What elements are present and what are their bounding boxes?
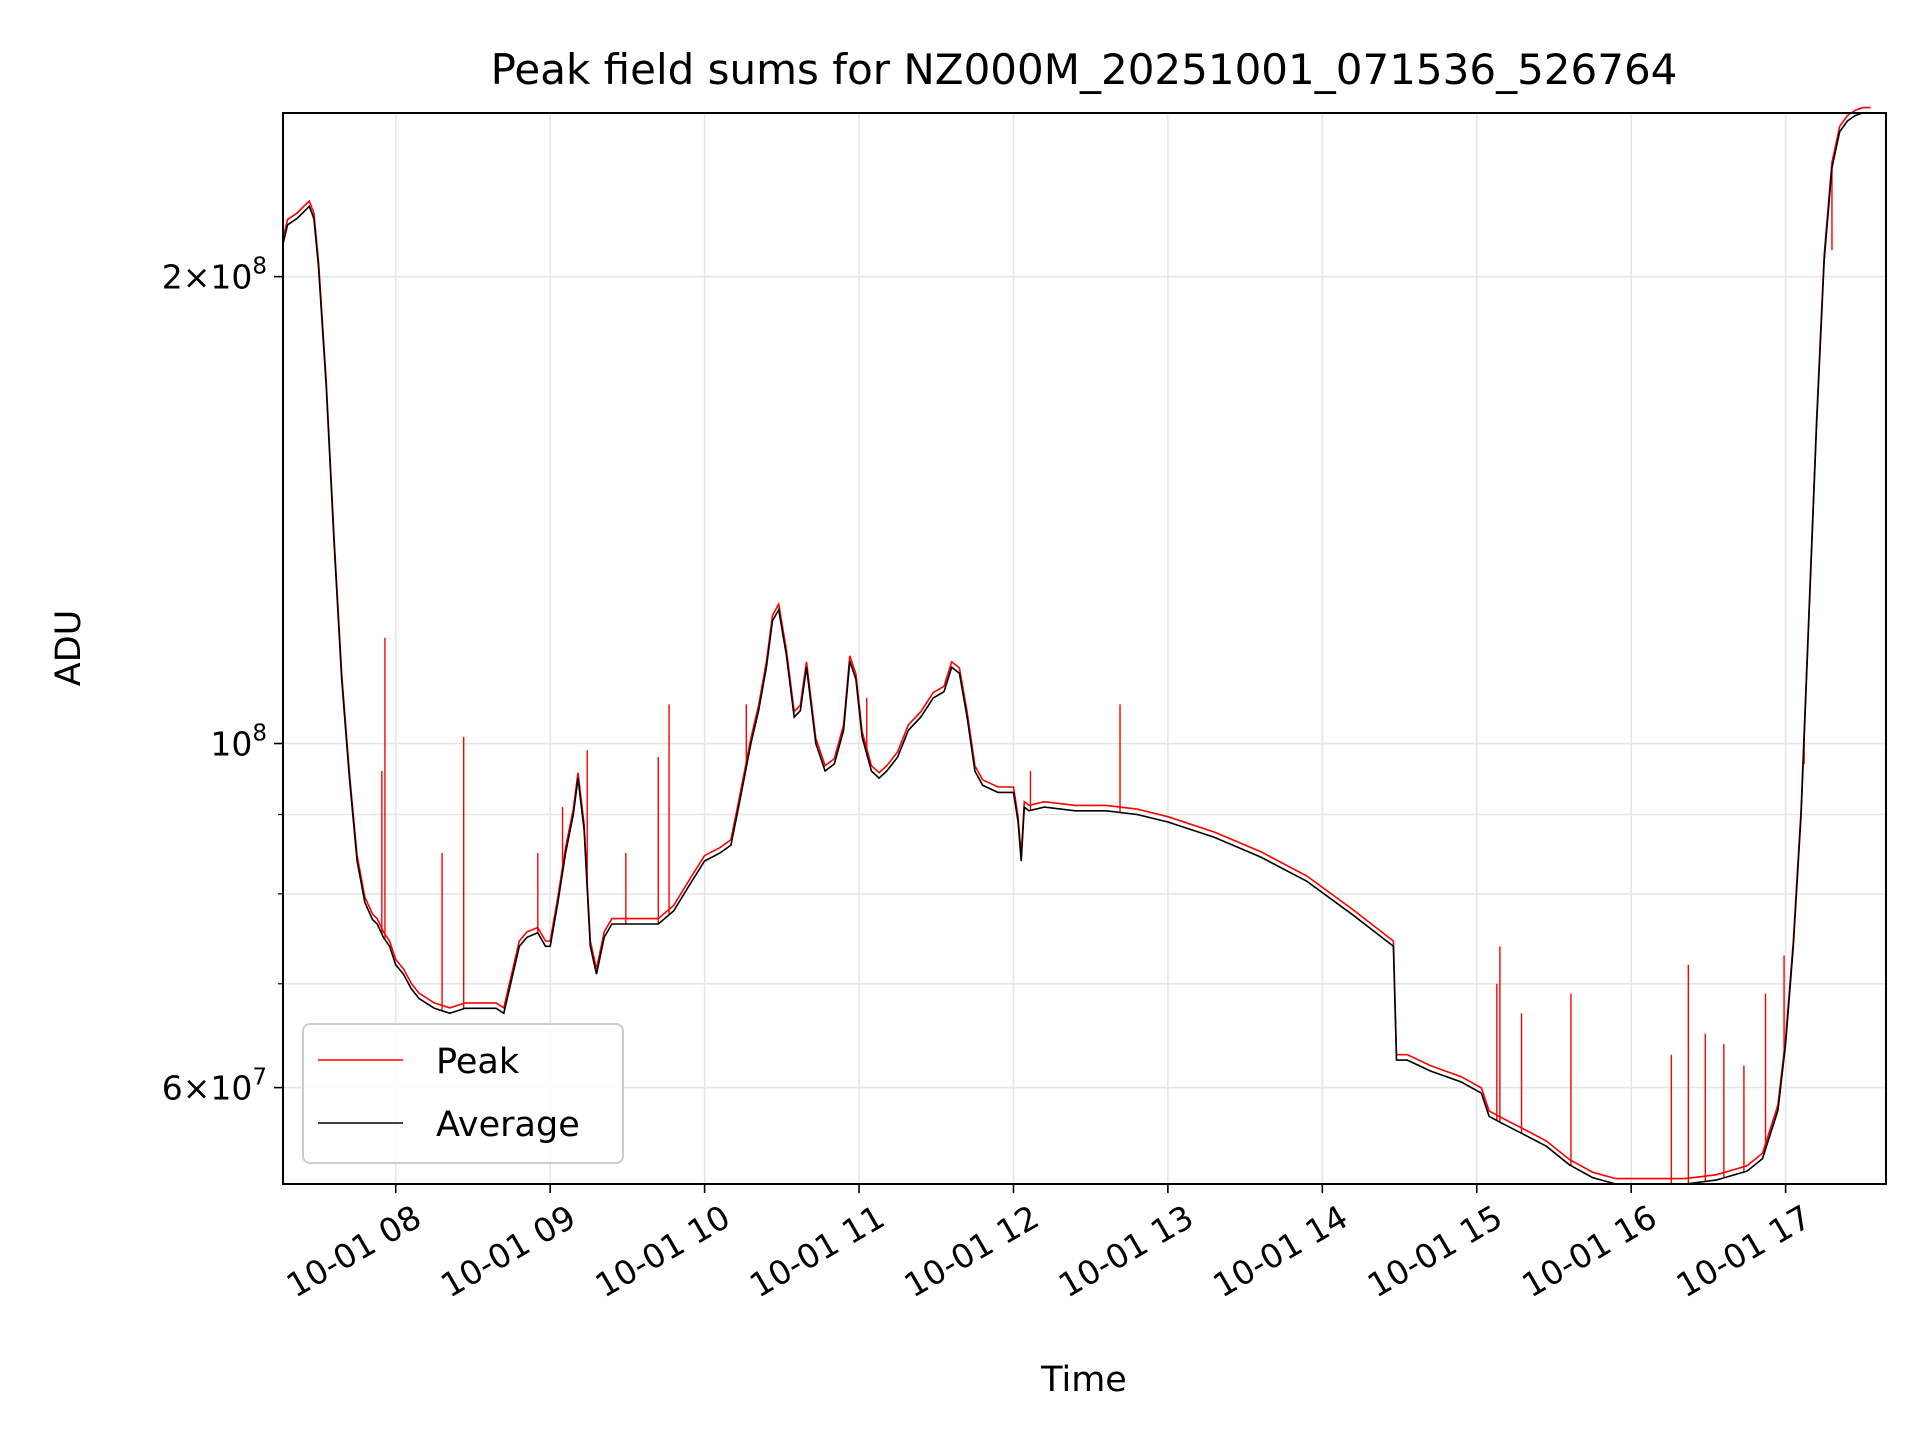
y-tick-label: 108 bbox=[210, 721, 267, 764]
average-series-line bbox=[282, 112, 1871, 1185]
legend: Peak Average bbox=[302, 1023, 624, 1164]
axes-frame bbox=[282, 112, 1887, 1185]
grid-layer bbox=[283, 113, 1886, 1184]
chart-title: Peak field sums for NZ000M_20251001_0715… bbox=[491, 45, 1678, 94]
y-axis-label: ADU bbox=[49, 610, 89, 687]
legend-peak-label: Peak bbox=[436, 1042, 520, 1082]
legend-box bbox=[302, 1023, 624, 1164]
y-tick-label: 2×108 bbox=[162, 254, 267, 297]
series-layer bbox=[282, 106, 1871, 1185]
legend-average-label: Average bbox=[436, 1105, 580, 1145]
x-axis-label: Time bbox=[1040, 1360, 1127, 1400]
y-tick-label: 6×107 bbox=[162, 1065, 267, 1108]
